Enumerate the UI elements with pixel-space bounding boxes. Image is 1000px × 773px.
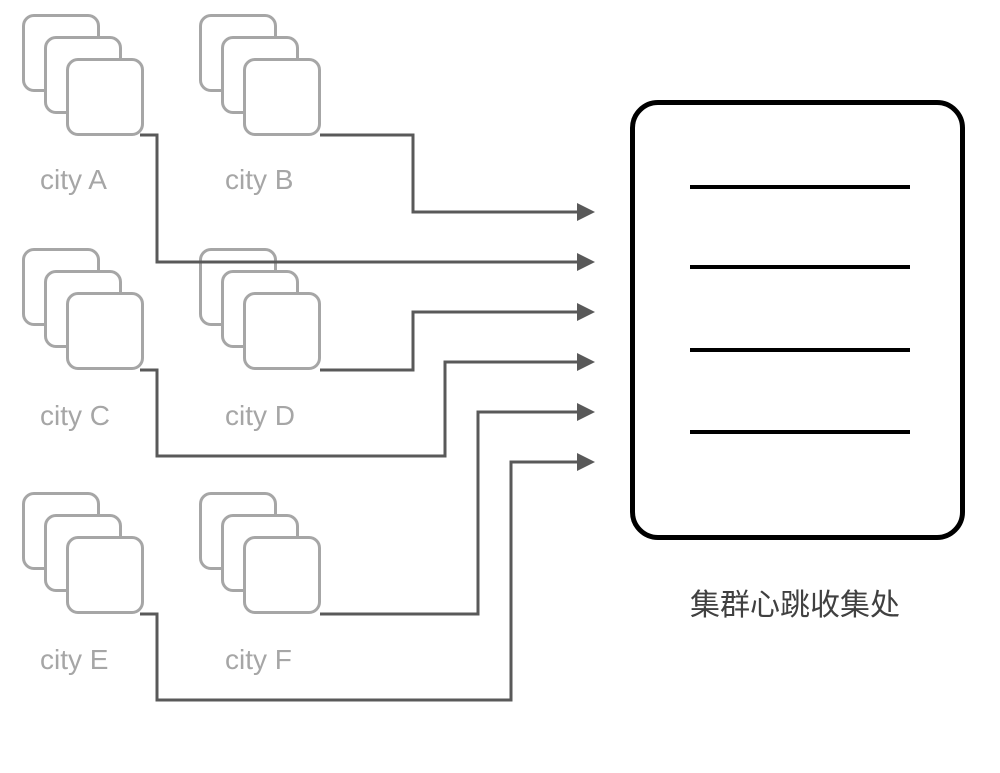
city-node [66,58,144,136]
connector-from-a [140,135,592,262]
city-group-e [22,492,144,614]
city-group-c [22,248,144,370]
city-node [243,58,321,136]
city-label-a: city A [40,164,107,196]
collector-entry-line [690,430,910,434]
city-label-e: city E [40,644,108,676]
city-label-d: city D [225,400,295,432]
city-label-c: city C [40,400,110,432]
city-group-b [199,14,321,136]
city-group-a [22,14,144,136]
city-label-b: city B [225,164,293,196]
collector-label: 集群心跳收集处 [690,580,900,624]
collector-entry-line [690,348,910,352]
city-node [243,536,321,614]
collector-box [630,100,965,540]
connector-from-d [320,312,592,370]
connector-from-b [320,135,592,212]
city-group-f [199,492,321,614]
connector-from-c [140,362,592,456]
connector-from-f [320,412,592,614]
city-node [66,536,144,614]
collector-entry-line [690,185,910,189]
collector-entry-line [690,265,910,269]
city-node [243,292,321,370]
city-label-f: city F [225,644,292,676]
city-node [66,292,144,370]
city-group-d [199,248,321,370]
